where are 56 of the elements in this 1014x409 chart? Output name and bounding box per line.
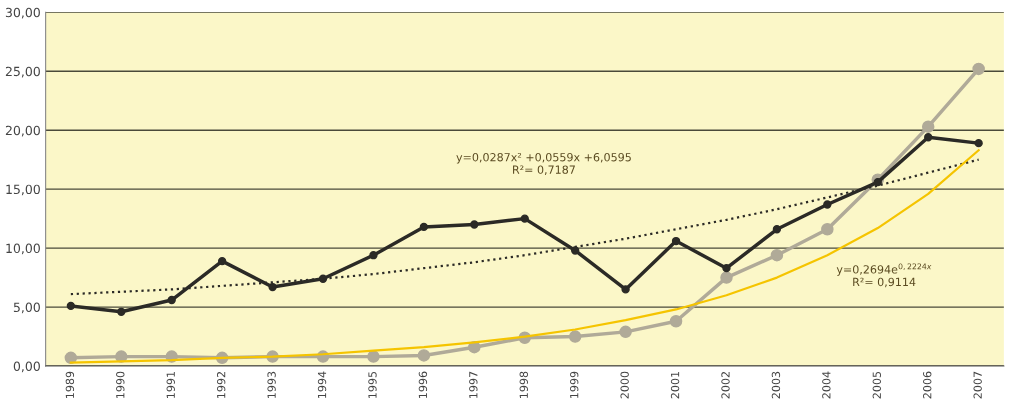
point bbox=[417, 349, 431, 362]
x-tick-label: 2006 bbox=[923, 371, 932, 399]
point bbox=[972, 62, 985, 76]
point bbox=[66, 301, 76, 311]
y-tick-label: 20,00 bbox=[5, 125, 40, 137]
x-tick-label: 1994 bbox=[317, 371, 327, 398]
x-tick-label: 1999 bbox=[570, 371, 579, 398]
point bbox=[669, 314, 683, 328]
x-tick-label: 2002 bbox=[721, 372, 730, 399]
annotation: y=0,0287x² +0,0559x +6,0595 R²= 0,7187 bbox=[456, 153, 631, 175]
point bbox=[117, 307, 126, 316]
point bbox=[367, 350, 380, 363]
point bbox=[873, 177, 882, 187]
x-tick-label: 2000 bbox=[620, 371, 629, 399]
point bbox=[772, 225, 782, 234]
point bbox=[921, 120, 935, 133]
x-tick-label: 2005 bbox=[872, 371, 881, 399]
point bbox=[671, 236, 681, 246]
point bbox=[823, 200, 832, 209]
x-tick-label: 1997 bbox=[469, 371, 478, 398]
annotation: y=0,2694e$^{0,2224x}$ R²= 0,9114 bbox=[836, 263, 932, 288]
x-tick-label: 2007 bbox=[973, 371, 982, 399]
x-tick-label: 1989 bbox=[65, 371, 75, 398]
point bbox=[821, 223, 834, 236]
point bbox=[722, 264, 731, 273]
point bbox=[621, 285, 630, 294]
point bbox=[770, 248, 784, 262]
x-tick-label: 2003 bbox=[771, 371, 781, 399]
y-tick-label: 30,00 bbox=[5, 7, 40, 19]
x-tick-label: 1993 bbox=[267, 371, 276, 398]
x-tick-label: 1995 bbox=[368, 371, 377, 398]
point bbox=[571, 246, 580, 255]
y-tick-label: 15,00 bbox=[6, 184, 40, 196]
x-tick-label: 2004 bbox=[822, 371, 831, 399]
point bbox=[568, 330, 582, 343]
point bbox=[720, 271, 733, 284]
point bbox=[268, 282, 277, 292]
point bbox=[470, 220, 479, 229]
point bbox=[619, 325, 632, 339]
x-tick-label: 1991 bbox=[166, 371, 175, 398]
y-tick-label: 25,00 bbox=[5, 66, 40, 78]
point bbox=[217, 256, 227, 266]
x-tick-label: 1998 bbox=[519, 371, 528, 398]
x-tick-label: 1990 bbox=[116, 371, 125, 398]
x-tick-label: 2001 bbox=[670, 371, 680, 399]
point bbox=[419, 222, 429, 232]
point bbox=[520, 214, 529, 223]
y-tick-label: 0,00 bbox=[13, 361, 40, 373]
point bbox=[974, 139, 983, 148]
y-tick-label: 5,00 bbox=[13, 302, 40, 314]
point bbox=[167, 295, 176, 305]
point bbox=[369, 251, 378, 260]
x-tick-label: 1992 bbox=[216, 372, 226, 398]
x-tick-label: 1996 bbox=[418, 371, 428, 398]
y-tick-label: 10,00 bbox=[6, 243, 40, 255]
point bbox=[924, 133, 933, 142]
